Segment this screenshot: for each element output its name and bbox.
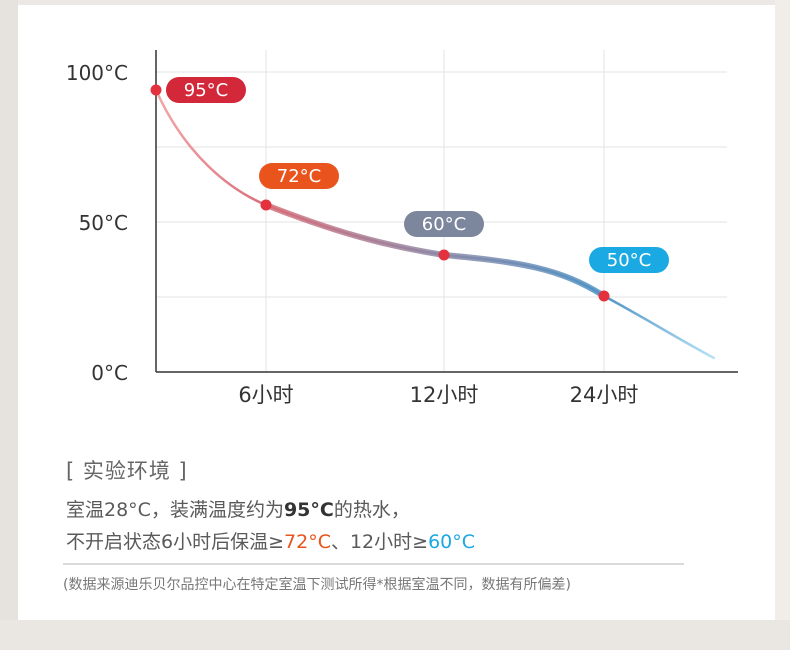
data-label: 95°C — [184, 80, 228, 101]
experiment-environment: [ 实验环境 ] 室温28°C，装满温度约为95°C的热水， 不开启状态6小时后… — [66, 455, 475, 558]
env-line2-mid: 、12小时≥ — [330, 531, 429, 553]
env-line2-prefix: 不开启状态6小时后保温≥ — [66, 531, 285, 553]
env-line1-bold: 95°C — [283, 499, 334, 521]
y-tick-label: 0°C — [91, 361, 128, 385]
x-tick-label: 6小时 — [238, 383, 293, 407]
x-tick-label: 12小时 — [410, 383, 479, 407]
content-card — [18, 5, 775, 620]
data-label: 50°C — [607, 250, 651, 271]
data-point — [598, 290, 610, 302]
environment-heading: [ 实验环境 ] — [66, 459, 188, 483]
x-tick-label: 24小时 — [570, 383, 639, 407]
background-left-edge — [0, 0, 18, 650]
data-label: 72°C — [277, 166, 321, 187]
environment-line-2: 不开启状态6小时后保温≥72°C、12小时≥60°C — [66, 526, 475, 558]
data-label-badge — [166, 77, 246, 103]
data-label-badge — [404, 211, 484, 237]
data-point — [150, 84, 162, 96]
background-bottom-edge — [0, 620, 790, 650]
data-label: 60°C — [422, 214, 466, 235]
env-line2-highlight-72: 72°C — [284, 531, 331, 553]
divider — [63, 563, 684, 565]
env-line1-prefix: 室温28°C，装满温度约为 — [66, 499, 284, 521]
data-label-badge — [259, 163, 339, 189]
background-right-edge — [775, 0, 790, 650]
env-line1-suffix: 的热水， — [333, 499, 410, 521]
env-line2-highlight-60: 60°C — [428, 531, 476, 553]
y-tick-label: 50°C — [79, 211, 128, 235]
data-label-badge — [589, 247, 669, 273]
data-point — [260, 199, 272, 211]
data-point — [438, 249, 450, 261]
environment-line-1: 室温28°C，装满温度约为95°C的热水， — [66, 494, 475, 526]
temperature-chart: 6小时 12小时 24小时 100°C 50°C 0°C 95°C 72°C 60°C 50°C — [66, 50, 738, 407]
footnote: (数据来源迪乐贝尔品控中心在特定室温下测试所得*根据室温不同，数据有所偏差) — [63, 577, 571, 593]
y-tick-label: 100°C — [66, 61, 128, 85]
